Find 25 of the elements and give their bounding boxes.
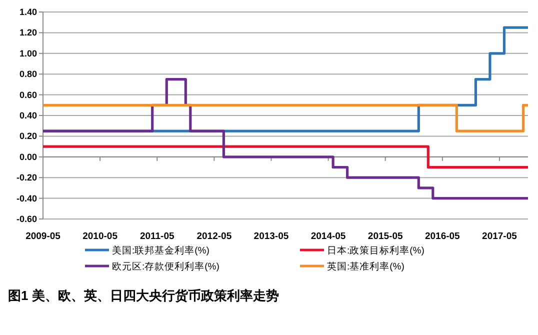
legend-label: 日本:政策目标利率(%) bbox=[327, 244, 424, 256]
x-tick-label: 2012-05 bbox=[196, 231, 232, 242]
y-tick-label: 0.80 bbox=[19, 69, 37, 80]
legend-label: 美国:联邦基金利率(%) bbox=[112, 244, 210, 256]
text: 图1 美、欧、英、日四大央行货币政策利率走势 bbox=[8, 288, 279, 303]
x-tick-label: 2017-05 bbox=[482, 231, 518, 242]
x-tick-label: 2013-05 bbox=[254, 231, 290, 242]
y-tick-label: 1.00 bbox=[19, 48, 37, 58]
x-tick-label: 2016-05 bbox=[424, 231, 461, 242]
x-tick-label: 2010-05 bbox=[82, 231, 118, 242]
y-tick-label: 1.20 bbox=[19, 28, 37, 38]
x-tick-label: 2011-05 bbox=[140, 231, 175, 242]
y-tick-label: 0.40 bbox=[19, 110, 37, 120]
y-tick-label: 0.60 bbox=[19, 90, 37, 100]
y-tick-label: -0.20 bbox=[16, 172, 37, 183]
legend-label: 英国:基准利率(%) bbox=[327, 260, 404, 272]
y-tick-label: 1.40 bbox=[19, 7, 37, 17]
y-tick-label: 0.20 bbox=[19, 131, 37, 142]
y-tick-label: 0.00 bbox=[19, 152, 37, 162]
x-tick-label: 2015-05 bbox=[368, 231, 404, 242]
y-tick-label: -0.60 bbox=[16, 214, 37, 224]
x-tick-label: 2014-05 bbox=[310, 231, 346, 242]
legend-label: 欧元区:存款便利利率(%) bbox=[112, 260, 220, 272]
x-tick-label: 2009-05 bbox=[26, 231, 62, 242]
y-tick-label: -0.40 bbox=[16, 193, 37, 204]
